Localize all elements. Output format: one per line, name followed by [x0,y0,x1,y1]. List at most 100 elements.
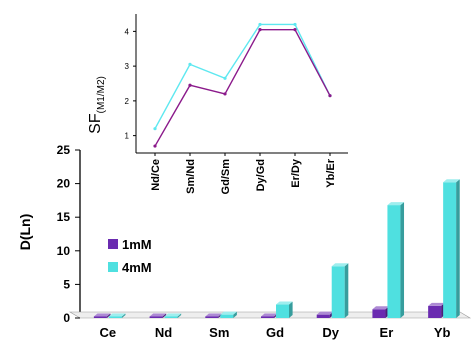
main-x-labels: Ce Nd Sm Gd Dy Er Yb [100,325,451,340]
bar-top [205,313,222,317]
bar-4mM-Yb [443,179,460,318]
bar-front [261,316,274,318]
main-axes [68,150,472,319]
legend-swatch-1mM [108,239,118,249]
inset-point-1-2 [223,92,227,96]
main-y-tick-label: 10 [57,244,71,258]
main-y-axis-label: D(Ln) [17,214,33,251]
bar-side [289,301,293,318]
main-y-ticks: 0 5 10 15 20 25 [57,143,80,325]
bar-1mM-Er [372,306,390,318]
bar-top [164,313,182,317]
bar-top [331,263,349,267]
bar-front [372,309,386,318]
bar-1mM-Nd [149,313,167,318]
inset-point-1-3 [258,28,262,32]
bar-4mM-Ce [108,313,126,318]
bar-side [106,313,111,318]
bar-4mM-Sm [220,311,237,318]
bar-top [149,313,167,317]
main-x-tick-label: Er [380,325,394,340]
bar-front [164,316,178,318]
bar-front [108,316,122,318]
inset-y-tick-label: 1 [125,132,130,141]
bar-4mM-Dy [331,263,349,318]
bar-front [387,205,401,318]
inset-point-0-1 [188,62,192,66]
main-x-tick-label: Ce [100,325,117,340]
inset-x-tick-label: Sm/Nd [185,159,197,194]
bar-front [220,314,234,318]
inset-point-0-0 [153,127,157,131]
inset-point-1-1 [188,83,192,87]
bar-side [177,313,182,318]
bar-top [220,311,237,315]
bar-top [276,301,293,305]
legend-label-1mM: 1mM [122,237,152,252]
bar-front [428,305,442,318]
inset-series-line-0 [154,23,331,130]
bar-top [428,302,445,306]
legend-label-4mM: 4mM [122,260,152,275]
main-y-tick-label: 15 [57,210,71,224]
main-x-tick-label: Gd [266,325,284,340]
bar-top [387,202,405,206]
legend: 1mM 4mM [108,237,152,275]
inset-point-0-2 [223,76,227,80]
inset-chart: 1 2 3 4 Nd/Ce Sm/Nd Gd/Sm Dy/Gd Er/Dy Yb/Er SF(M… [87,14,348,194]
bar-front [149,316,163,318]
bar-1mM-Ce [93,313,111,318]
inset-point-0-3 [258,22,262,27]
bar-side [400,202,405,318]
main-x-tick-label: Nd [155,325,172,340]
inset-x-tick-label: Gd/Sm [220,159,232,195]
bar-front [443,182,457,318]
inset-x-tick-label: Dy/Gd [255,159,267,191]
bar-side [121,313,126,318]
main-y-tick-label: 0 [63,311,70,325]
inset-series-line-1 [154,28,331,147]
bar-top [261,313,278,317]
main-y-tick-label: 25 [57,143,71,157]
inset-point-0-4 [293,22,297,27]
main-x-tick-label: Yb [434,325,451,340]
inset-x-tick-label: Nd/Ce [150,159,162,191]
bar-1mM-Dy [316,311,334,318]
bar-side [344,263,349,318]
inset-y-axis-label: SF(M1/M2) [87,76,107,134]
main-x-tick-label: Sm [209,325,229,340]
bar-4mM-Nd [164,313,182,318]
inset-y-tick-label: 4 [125,27,130,36]
bar-top [93,313,111,317]
bar-top [108,313,126,317]
inset-point-1-0 [153,144,157,148]
inset-x-tick-label: Er/Dy [290,158,302,188]
bar-4mM-Er [387,202,405,318]
bar-front [331,266,345,318]
bar-top [443,179,460,183]
inset-y-tick-label: 3 [125,62,130,71]
bar-top [316,311,334,315]
main-y-tick-label: 5 [63,277,70,291]
inset-point-1-4 [293,28,297,32]
inset-y-tick-label: 2 [125,97,130,106]
inset-x-tick-label: Yb/Er [325,158,337,187]
bar-front [93,316,107,318]
bar-side [162,313,167,318]
main-bars [93,179,460,318]
inset-y-ticks: 1 2 3 4 [125,27,136,141]
bar-1mM-Yb [428,302,445,318]
bar-4mM-Gd [276,301,293,318]
bar-front [205,316,219,318]
bar-front [276,304,289,318]
inset-x-labels: Nd/Ce Sm/Nd Gd/Sm Dy/Gd Er/Dy Yb/Er [150,153,337,194]
main-x-tick-label: Dy [322,325,339,340]
bar-top [372,306,390,310]
bar-side [456,179,460,318]
inset-point-1-5 [328,94,332,98]
bar-front [316,314,330,318]
main-y-tick-label: 20 [57,177,71,191]
inset-lines [153,22,332,148]
